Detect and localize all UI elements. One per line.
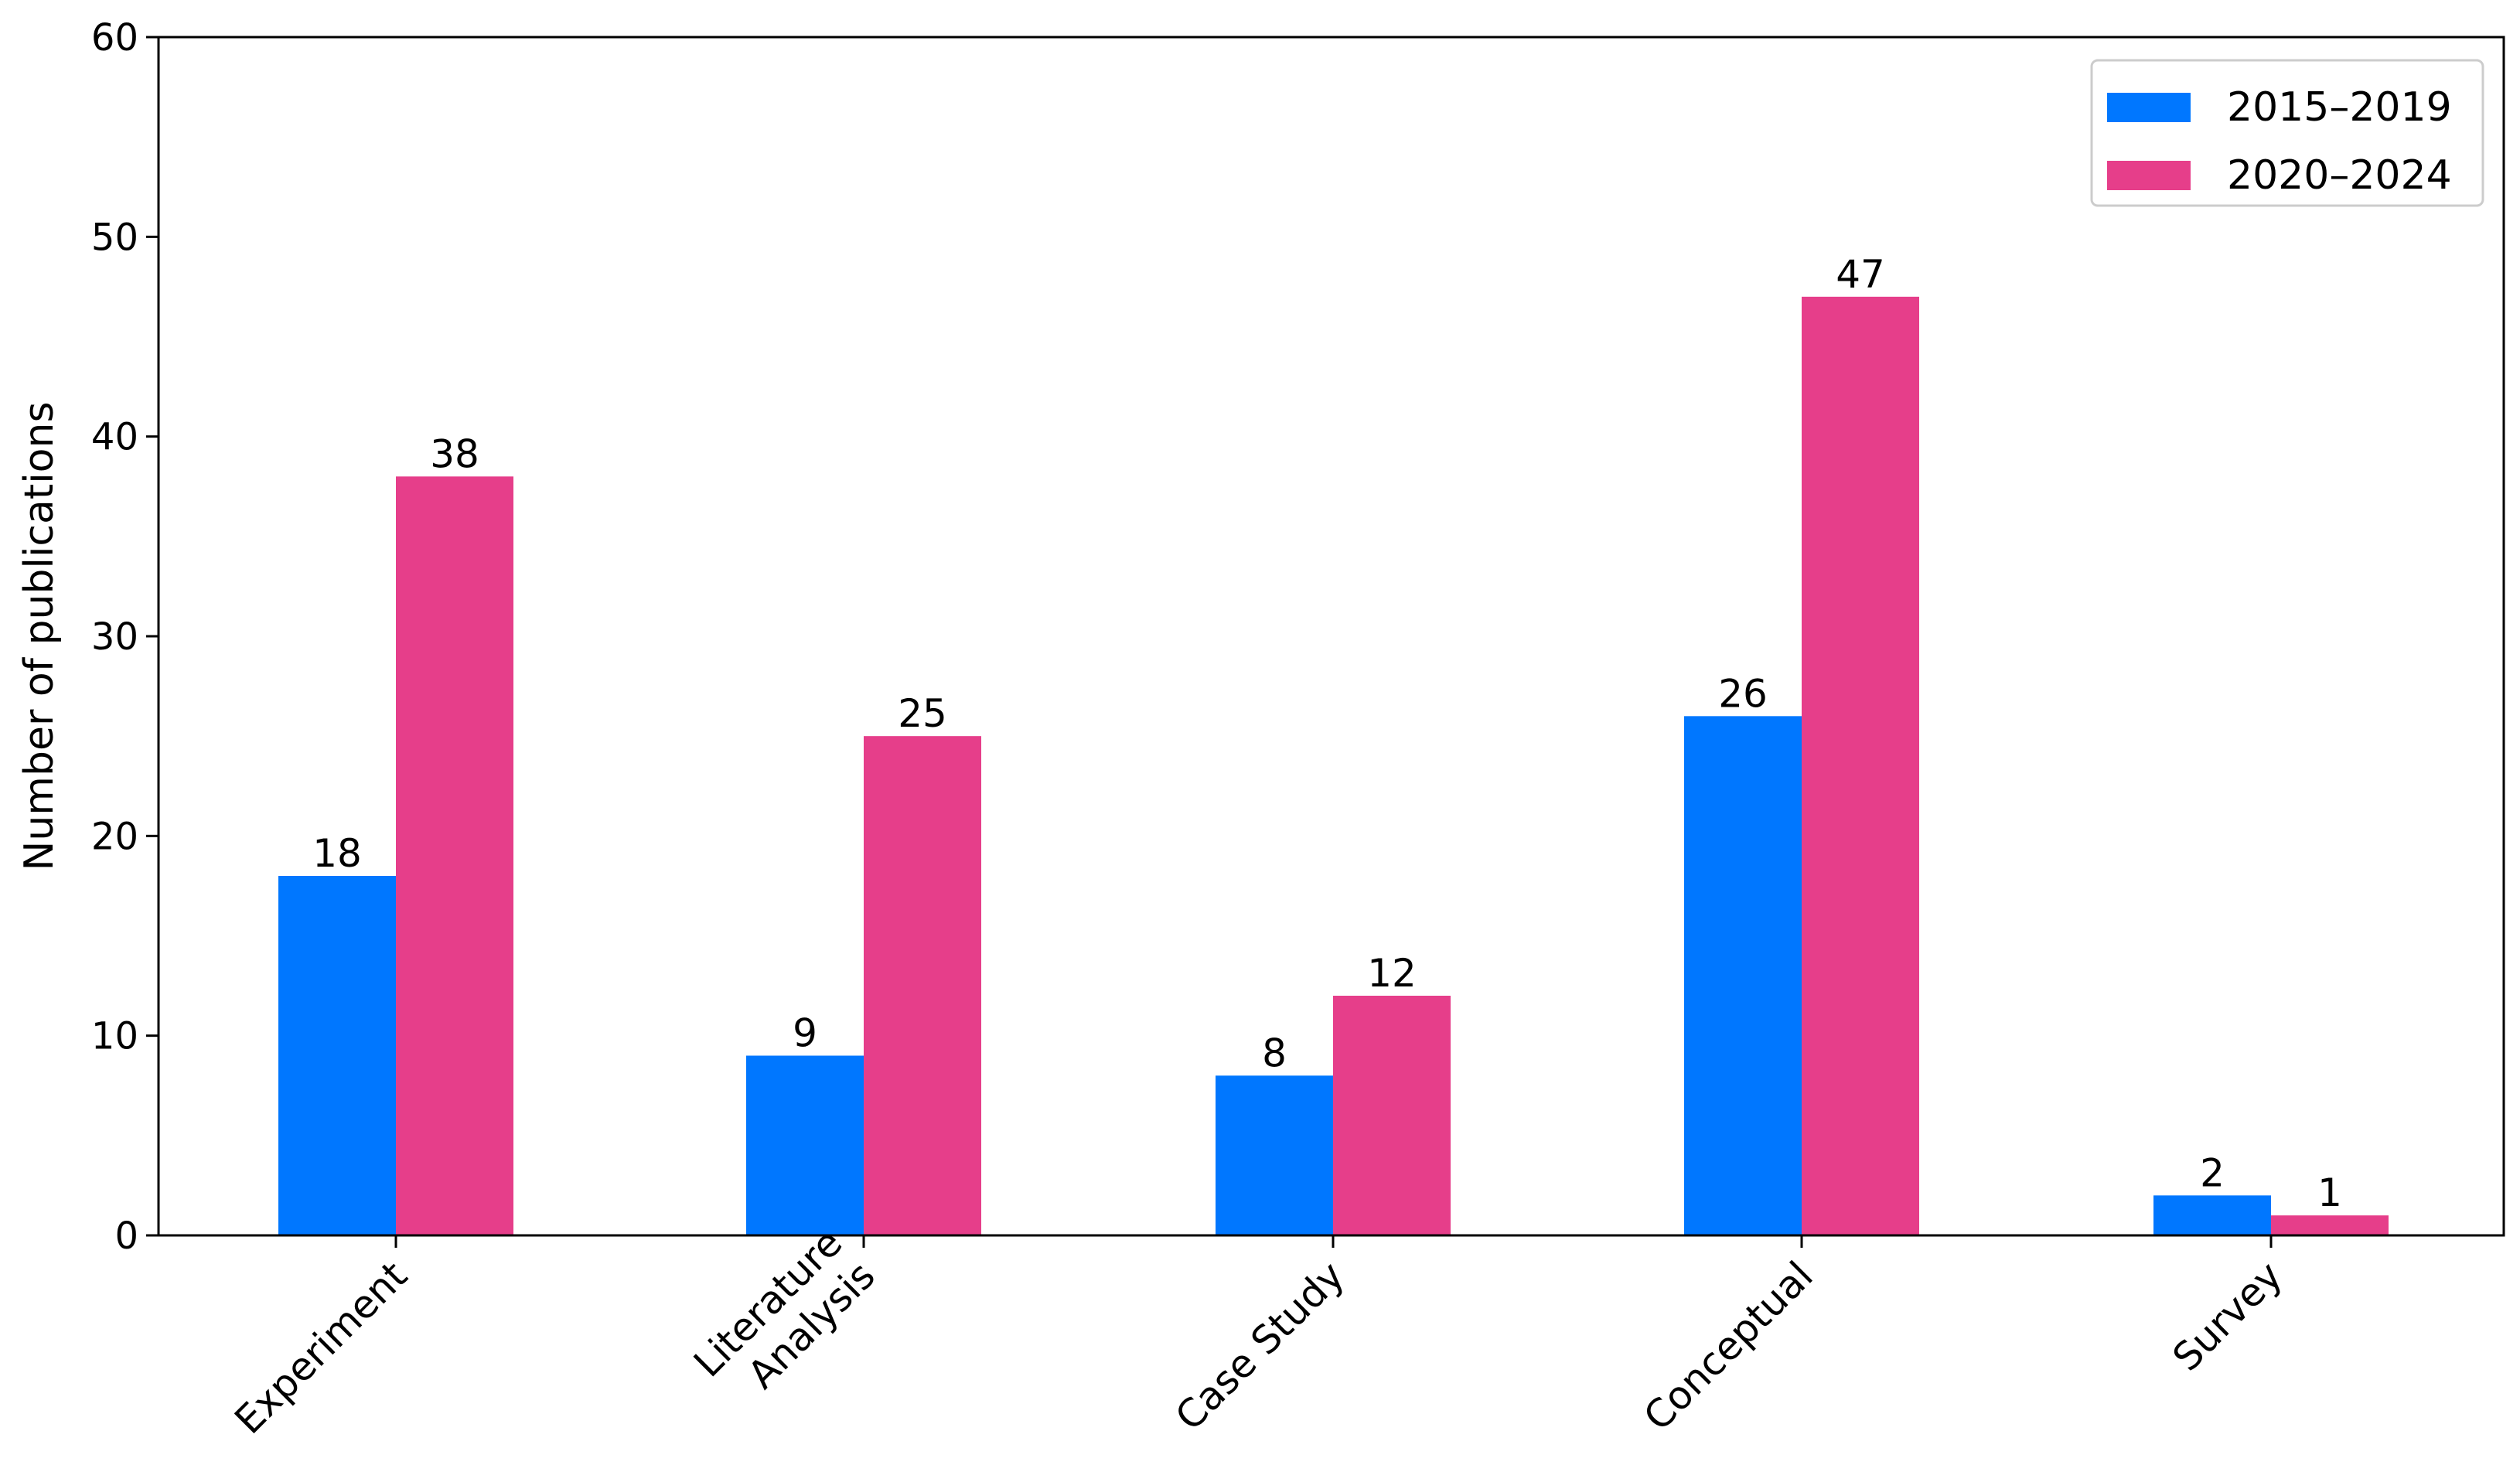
- data-label: 38: [430, 431, 479, 476]
- x-tick-label: Survey: [2164, 1253, 2291, 1380]
- y-tick-label: 0: [114, 1215, 138, 1258]
- data-label: 1: [2317, 1170, 2342, 1215]
- data-label: 18: [312, 831, 362, 876]
- data-label: 9: [793, 1011, 817, 1056]
- data-label: 47: [1836, 252, 1885, 297]
- x-tick-label: Case Study: [1167, 1253, 1353, 1439]
- x-tick-label-line: Survey: [2164, 1253, 2291, 1380]
- y-tick-label: 20: [91, 815, 138, 858]
- data-label: 2: [2200, 1150, 2225, 1195]
- y-tick-label: 50: [91, 216, 138, 259]
- bars-layer: [278, 296, 2389, 1235]
- data-labels-layer: 18 9 8 26 2 38 25 12 47 1: [312, 252, 2342, 1215]
- bar-series1-0: [278, 876, 396, 1235]
- bar-series1-1: [746, 1055, 864, 1235]
- bar-series2-3: [1802, 296, 1919, 1235]
- legend-label: 2015–2019: [2227, 84, 2452, 131]
- x-tick-label: Conceptual: [1635, 1253, 1822, 1439]
- data-label: 12: [1367, 951, 1417, 996]
- y-tick-label: 30: [91, 615, 138, 659]
- y-tick-label: 60: [91, 16, 138, 60]
- bar-series2-2: [1333, 996, 1451, 1235]
- bar-series1-4: [2153, 1195, 2271, 1235]
- legend-label: 2020–2024: [2227, 152, 2452, 199]
- data-label: 25: [898, 691, 947, 736]
- data-label: 8: [1262, 1031, 1287, 1075]
- data-label: 26: [1718, 671, 1768, 716]
- x-tick-label-line: Case Study: [1167, 1253, 1353, 1439]
- x-tick-label-line: Experiment: [226, 1253, 415, 1443]
- bar-series1-2: [1216, 1075, 1333, 1235]
- x-tick-label-line: Conceptual: [1635, 1253, 1822, 1439]
- legend-swatch: [2107, 161, 2191, 190]
- y-tick-label: 10: [91, 1015, 138, 1058]
- bar-series1-3: [1684, 716, 1802, 1235]
- bar-series2-1: [864, 736, 981, 1235]
- x-tick-label: Experiment: [226, 1253, 415, 1443]
- bar-series2-4: [2271, 1215, 2389, 1235]
- legend-swatch: [2107, 93, 2191, 122]
- legend: 2015–2019 2020–2024: [2090, 59, 2484, 207]
- y-axis-label: Number of publications: [16, 401, 63, 870]
- bar-series2-0: [396, 476, 513, 1235]
- y-tick-label: 40: [91, 416, 138, 459]
